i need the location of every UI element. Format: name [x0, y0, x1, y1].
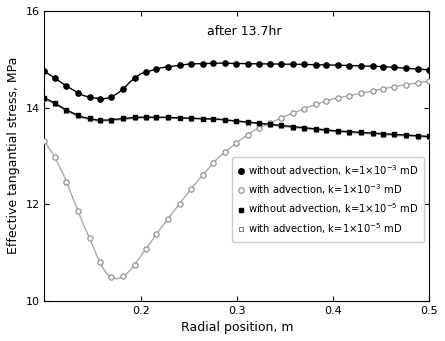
Text: after 13.7hr: after 13.7hr: [207, 26, 282, 39]
Legend: without advection, k=1×10$^{-3}$ mD, with advection, k=1×10$^{-3}$ mD, without a: without advection, k=1×10$^{-3}$ mD, wit…: [231, 157, 424, 241]
X-axis label: Radial position, m: Radial position, m: [181, 321, 293, 334]
Y-axis label: Effective tangantial stress, MPa: Effective tangantial stress, MPa: [7, 57, 20, 254]
